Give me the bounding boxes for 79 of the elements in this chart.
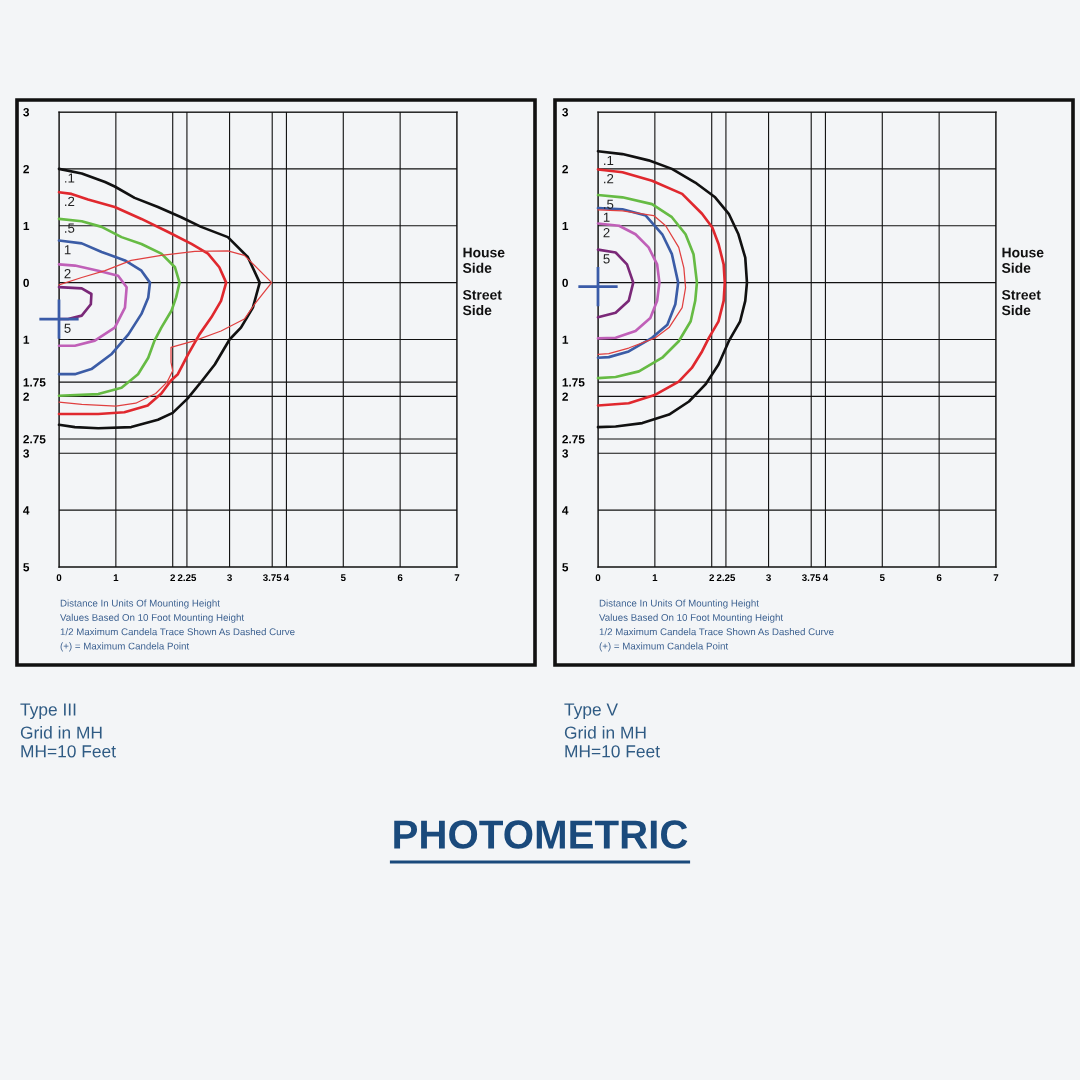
line-series: [596, 248, 635, 319]
y-tick-label: 1: [23, 221, 30, 231]
text: Type III: [20, 703, 76, 720]
line-series: [57, 217, 181, 398]
y-tick-label: 5: [562, 563, 569, 572]
y-tick-label: 3: [562, 449, 569, 458]
x-tick-label: 3.75: [262, 574, 282, 582]
y-tick-label: 2: [562, 392, 568, 401]
y-tick-label: 4: [562, 506, 569, 515]
text: Grid in MH MH=10 Feet: [564, 726, 660, 758]
line-series: [57, 239, 152, 376]
text: Street Side: [1001, 289, 1041, 316]
y-tick-label: 4: [23, 506, 30, 515]
line-series: [596, 168, 727, 407]
text: House Side: [462, 247, 505, 273]
x-tick-label: 1: [652, 574, 658, 581]
series-label: .1: [65, 173, 75, 183]
y-tick-label: 1.75: [562, 378, 585, 387]
series-label: 5: [64, 323, 71, 333]
text: Values Based On 10 Foot Mounting Height: [599, 613, 784, 623]
x-tick-label: 1: [113, 574, 119, 581]
y-tick-label: 1: [562, 335, 569, 344]
text: (+) = Maximum Candela Point: [599, 642, 729, 652]
text: 1/2 Maximum Candela Trace Shown As Dashed Curve: [599, 628, 834, 636]
y-tick-label: 3: [562, 108, 569, 117]
y-tick-label: 2: [562, 164, 568, 174]
text: Street Side: [462, 289, 502, 316]
line-series: [57, 263, 128, 348]
y-tick-label: 2: [23, 164, 29, 174]
x-tick-label: 6: [397, 574, 403, 582]
line-series: [596, 222, 661, 340]
text: Type V: [564, 703, 618, 720]
series-label: 2: [64, 268, 71, 279]
text: Distance In Units Of Mounting Height: [60, 599, 220, 609]
text: PHOTOMETRIC: [394, 820, 688, 849]
y-tick-label: 1: [23, 335, 30, 344]
text: Values Based On 10 Foot Mounting Height: [60, 613, 245, 623]
series-label: .5: [65, 223, 75, 233]
x-tick-label: 3: [227, 574, 232, 582]
text: House Side: [1001, 247, 1044, 273]
x-tick-label: 7: [454, 574, 460, 581]
y-tick-label: 3: [23, 108, 30, 117]
series-label: 5: [603, 254, 610, 264]
x-tick-label: 2: [709, 574, 715, 581]
text: Grid in MH MH=10 Feet: [20, 726, 116, 758]
series-label: .1: [604, 155, 614, 165]
series-label: 1: [64, 245, 71, 255]
y-tick-label: 2.75: [23, 435, 46, 444]
x-tick-label: 2.25: [716, 574, 736, 582]
x-tick-label: 7: [993, 574, 999, 581]
y-tick-label: 1.75: [23, 378, 46, 387]
series-label: .2: [65, 196, 75, 206]
series-label: 2: [603, 227, 610, 238]
text: Distance In Units Of Mounting Height: [599, 599, 759, 609]
x-tick-label: 5: [340, 574, 346, 582]
x-tick-label: 5: [879, 574, 885, 582]
x-tick-label: 3: [766, 574, 771, 582]
series-label: .5: [604, 199, 614, 209]
y-tick-label: 5: [23, 563, 30, 572]
y-tick-label: 2.75: [562, 435, 585, 444]
text: (+) = Maximum Candela Point: [60, 642, 190, 652]
series-label: .2: [604, 173, 614, 184]
line-series: [596, 193, 699, 380]
y-tick-label: 1: [562, 221, 569, 231]
y-tick-label: 3: [23, 449, 30, 458]
x-tick-label: 2: [170, 574, 176, 581]
text: 1/2 Maximum Candela Trace Shown As Dashed Curve: [60, 628, 295, 636]
x-tick-label: 3.75: [801, 574, 821, 582]
x-tick-label: 4: [283, 574, 290, 581]
x-tick-label: 0: [56, 574, 62, 582]
x-tick-label: 2.25: [177, 574, 197, 582]
x-tick-label: 4: [822, 574, 829, 581]
line-series: [57, 190, 228, 416]
x-tick-label: 6: [936, 574, 942, 582]
y-tick-label: 0: [23, 278, 29, 288]
x-tick-label: 0: [595, 574, 601, 582]
series-label: 1: [603, 212, 610, 222]
y-tick-label: 0: [562, 278, 568, 288]
y-tick-label: 2: [23, 392, 29, 401]
